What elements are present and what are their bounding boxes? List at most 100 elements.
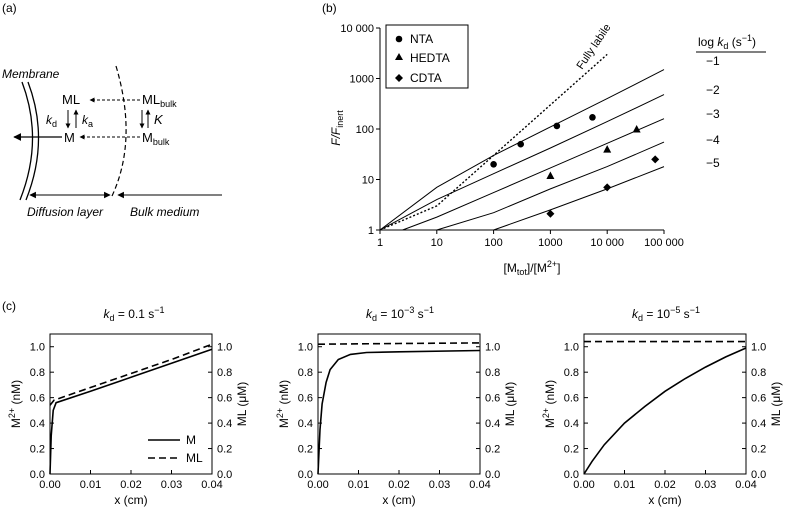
b-marker-nta — [517, 140, 525, 148]
c-y-tick-label: 0.0 — [298, 469, 313, 481]
c-x-tick-label: 0.01 — [348, 479, 369, 491]
c-x-tick-label: 0.00 — [307, 479, 328, 491]
legend-hedta-marker — [395, 53, 403, 60]
curve-label-4: −4 — [706, 133, 720, 147]
c-xlabel: x (cm) — [114, 493, 147, 507]
c-x-tick-label: 0.02 — [120, 479, 141, 491]
panel-b-series — [379, 53, 665, 231]
curve-labels: −1 −2 −3 −4 −5 — [706, 54, 720, 170]
b-marker-hedta — [546, 171, 555, 180]
c-frame — [317, 333, 481, 475]
c-y2-tick-label: 0.4 — [485, 418, 500, 430]
species-m: M — [64, 130, 75, 145]
c-x-tick-label: 0.04 — [735, 479, 756, 491]
panel-b-label: (b) — [322, 1, 337, 15]
c-x-tick-label: 0.01 — [80, 479, 101, 491]
c-x-tick-label: 0.03 — [695, 479, 716, 491]
c-y-tick-label: 0.2 — [30, 444, 45, 456]
fully-labile-label: Fully labile — [575, 22, 614, 72]
c-y-tick-label: 1.0 — [298, 342, 313, 354]
c-y-tick-label: 0.2 — [564, 444, 579, 456]
panel-a-label: (a) — [2, 1, 17, 15]
c-y-tick-label: 0.4 — [30, 418, 45, 430]
legend-cdta-label: CDTA — [410, 71, 442, 85]
c-ylabel-right: ML (μM) — [235, 382, 249, 426]
c-y-tick-label: 0.6 — [564, 393, 579, 405]
c-series-ml — [317, 342, 481, 345]
b-y-tick-label: 10 000 — [340, 23, 374, 35]
panel-c-legend: M ML — [148, 433, 203, 465]
c-x-tick-label: 0.01 — [614, 479, 635, 491]
b-marker-cdta — [546, 209, 555, 218]
c-y-tick-label: 0.8 — [564, 367, 579, 379]
b-marker-nta — [553, 122, 561, 130]
c-y2-tick-label: 0.0 — [485, 469, 500, 481]
c-y-tick-label: 0.0 — [30, 469, 45, 481]
diffusion-layer-label: Diffusion layer — [27, 205, 104, 219]
b-y-tick-label: 1 — [368, 225, 374, 237]
species-ml: ML — [62, 92, 80, 107]
c-y-tick-label: 1.0 — [564, 342, 579, 354]
b-x-tick-label: 10 000 — [590, 237, 624, 249]
panel-a: (a) Membrane ML M kd ka MLbulk K Mbulk D… — [2, 1, 222, 219]
c-y-tick-label: 1.0 — [30, 342, 45, 354]
c-x-tick-label: 0.03 — [429, 479, 450, 491]
c-xlabel: x (cm) — [382, 493, 415, 507]
c-y2-tick-label: 0.0 — [217, 469, 232, 481]
legend-nta-label: NTA — [410, 32, 433, 46]
c-y2-tick-label: 1.0 — [485, 342, 500, 354]
b-y-tick-label: 100 — [356, 124, 374, 136]
c-y2-tick-label: 0.8 — [751, 367, 766, 379]
b-y-tick-label: 1000 — [350, 74, 374, 86]
c-frame — [583, 333, 747, 475]
log-kd-header: log kd (s−1) — [698, 33, 756, 51]
b-x-tick-label: 100 000 — [644, 237, 684, 249]
b-marker-nta — [490, 160, 497, 168]
b-curve-4 — [436, 141, 665, 231]
c-xlabel: x (cm) — [648, 493, 681, 507]
panel-c: (c) kd = 0.1 s−1 kd = 10−3 s−1 kd = 10−5… — [2, 299, 783, 507]
c-y2-tick-label: 0.2 — [217, 444, 232, 456]
c-x-tick-label: 0.00 — [573, 479, 594, 491]
c-y2-tick-label: 0.0 — [751, 469, 766, 481]
b-curve-3 — [402, 118, 665, 231]
subplot-3-title: kd = 10−5 s−1 — [632, 305, 700, 323]
species-m-bulk: Mbulk — [142, 130, 170, 147]
c-y2-tick-label: 0.6 — [751, 393, 766, 405]
c-y2-tick-label: 0.6 — [217, 393, 232, 405]
subplot-2-title: kd = 10−3 s−1 — [366, 305, 434, 323]
c-ylabel-left: M2+ (nM) — [275, 380, 291, 428]
panel-b: (b) 1 10 100 1000 10 000 100 000 1 10 100 1000 10 … — [322, 1, 766, 277]
b-curve-2 — [379, 94, 665, 231]
c-ylabel-right: ML (μM) — [503, 382, 517, 426]
curve-label-5: −5 — [706, 156, 720, 170]
panel-c-label: (c) — [2, 299, 16, 313]
legend-ml-label: ML — [186, 451, 203, 465]
diffusion-boundary — [111, 65, 127, 197]
c-y-tick-label: 0.8 — [298, 367, 313, 379]
b-marker-nta — [589, 114, 596, 121]
b-y-tick-label: 10 — [362, 175, 374, 187]
c-series-m — [49, 348, 213, 475]
c-x-tick-label: 0.04 — [201, 479, 222, 491]
c-y-tick-label: 0.6 — [30, 393, 45, 405]
membrane-label: Membrane — [2, 67, 60, 81]
b-x-tick-label: 1 — [377, 237, 383, 249]
c-y-tick-label: 0.8 — [30, 367, 45, 379]
c-y2-tick-label: 1.0 — [751, 342, 766, 354]
c-y2-tick-label: 0.8 — [485, 367, 500, 379]
c-x-tick-label: 0.02 — [388, 479, 409, 491]
c-series-m — [317, 349, 481, 475]
b-marker-cdta — [651, 155, 660, 164]
b-marker-hedta — [632, 125, 641, 133]
panel-b-xlabel: [Mtot]/[M2+] — [504, 259, 561, 277]
c-y2-tick-label: 0.2 — [751, 444, 766, 456]
subplot-1-title: kd = 0.1 s−1 — [104, 305, 165, 323]
c-ylabel-left: M2+ (nM) — [541, 380, 557, 428]
legend-cdta-marker — [395, 74, 403, 82]
c-series-m — [583, 347, 747, 475]
c-y2-tick-label: 0.4 — [217, 418, 232, 430]
panel-b-axes: 1 10 100 1000 10 000 100 000 1 10 100 1000 10 000 — [340, 23, 684, 249]
c-y2-tick-label: 1.0 — [217, 342, 232, 354]
